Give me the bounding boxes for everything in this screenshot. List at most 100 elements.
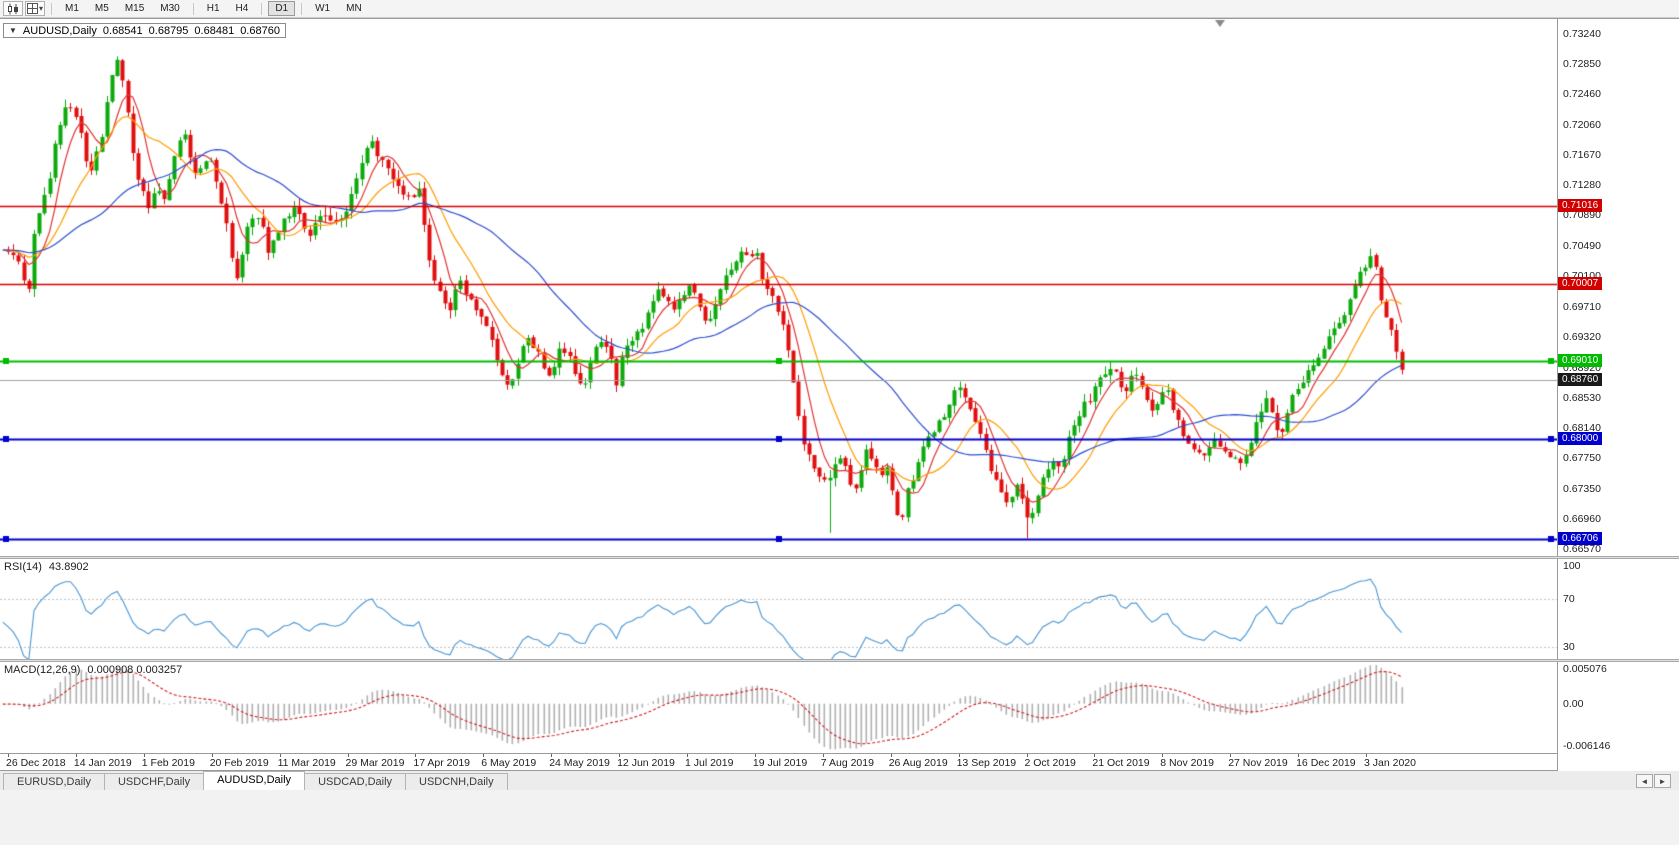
date-axis-label: 21 Oct 2019 [1092,757,1150,769]
chart-high-value: 0.68795 [148,24,189,37]
date-axis-label: 7 Aug 2019 [820,757,874,769]
price-axis-label: 0.68530 [1563,391,1601,404]
price-axis-label: 0.69320 [1563,330,1601,343]
date-axis-label: 13 Sep 2019 [956,757,1017,769]
price-axis-label: 0.70490 [1563,240,1601,253]
timeframe-button-m5[interactable]: M5 [94,3,109,14]
tab-usdcad-daily[interactable]: USDCAD,Daily [304,773,407,790]
date-axis-label: 14 Jan 2019 [73,757,132,769]
date-axis-label: 20 Feb 2019 [209,757,269,769]
date-axis-tick [483,754,484,757]
rsi-label: RSI(14) [4,561,42,573]
date-axis-tick [1027,754,1028,757]
timeframe-button-h4[interactable]: H4 [235,3,249,14]
expand-arrow-icon[interactable]: ▼ [9,26,17,35]
macd-values: 0.000908 0.003257 [87,664,183,676]
date-axis-label: 6 May 2019 [481,757,537,769]
rsi-value: 43.8902 [48,561,89,573]
date-axis-label: 17 Apr 2019 [413,757,471,769]
date-axis-tick [687,754,688,757]
price-level-tag: 0.66706 [1558,531,1603,545]
price-axis-label: 0.71670 [1563,149,1601,162]
rsi-indicator-label: RSI(14) 43.8902 [4,561,89,573]
timeframe-button-m1[interactable]: M1 [65,3,79,14]
macd-axis-label: -0.006146 [1563,740,1611,752]
timeframe-button-w1[interactable]: W1 [315,3,331,14]
tab-scroll-left-button[interactable]: ◄ [1636,774,1653,788]
price-axis-label: 0.72060 [1563,119,1601,132]
tab-audusd-daily[interactable]: AUDUSD,Daily [203,771,306,790]
price-axis-label: 0.67750 [1563,451,1601,464]
rsi-chart-canvas[interactable] [0,559,1557,659]
main-chart-canvas[interactable] [0,19,1557,556]
price-axis-label: 0.66960 [1563,512,1601,525]
date-axis-tick [1366,754,1367,757]
toolbar-separator [301,2,303,15]
price-axis[interactable]: 0.73240 0.72850 0.72460 0.72060 0.71670 0.712… [1557,19,1679,771]
date-axis-tick [1230,754,1231,757]
tab-usdcnh-daily[interactable]: USDCNH,Daily [405,773,508,790]
toolbar-separator [51,2,52,15]
macd-chart-canvas[interactable] [0,662,1557,753]
date-axis-label: 16 Dec 2019 [1296,757,1356,769]
top-toolbar: ▾ M1 M5 M15 M30 H1 H4 D1 W1 MN [0,0,1679,18]
date-axis-tick [755,754,756,757]
tab-scrollbar: ◄ ► [1636,774,1671,788]
price-axis-label: 0.66570 [1563,543,1601,556]
chart-symbol-label: AUDUSD,Daily [22,24,97,37]
chart-title: ▼ AUDUSD,Daily 0.68541 0.68795 0.68481 0… [3,23,286,38]
date-axis-tick [76,754,77,757]
date-axis-label: 26 Aug 2019 [888,757,948,769]
chart-close-value: 0.68760 [240,24,280,37]
date-axis-tick [823,754,824,757]
date-axis-tick [212,754,213,757]
price-axis-label: 0.70890 [1563,209,1601,222]
timeframe-button-m30[interactable]: M30 [160,3,180,14]
tab-usdchf-daily[interactable]: USDCHF,Daily [103,773,205,790]
macd-label: MACD(12,26,9) [4,664,81,676]
date-axis-label: 24 May 2019 [549,757,610,769]
price-axis-label: 0.71280 [1563,179,1601,192]
price-level-tag: 0.69010 [1558,353,1603,367]
date-axis-tick [415,754,416,757]
price-axis-label: 0.73240 [1563,27,1601,40]
tab-scroll-right-button[interactable]: ► [1654,774,1671,788]
price-level-tag: 0.68000 [1558,431,1603,445]
date-axis-tick [280,754,281,757]
date-axis-label: 11 Mar 2019 [277,757,336,769]
date-axis-label: 12 Jun 2019 [617,757,675,769]
chart-tab-bar: EURUSD,Daily USDCHF,Daily AUDUSD,Daily U… [0,770,1679,790]
panel-splitter[interactable] [0,659,1679,662]
panel-splitter[interactable] [0,556,1679,559]
rsi-axis-label: 70 [1563,592,1575,605]
chart-open-value: 0.68541 [102,24,143,37]
timeframe-button-mn[interactable]: MN [346,3,362,14]
tab-eurusd-daily[interactable]: EURUSD,Daily [3,773,105,790]
date-axis[interactable]: 26 Dec 2018 14 Jan 2019 1 Feb 2019 20 Feb 2… [0,753,1557,771]
date-axis-label: 27 Nov 2019 [1228,757,1288,769]
price-level-tag: 0.70007 [1558,276,1603,290]
date-axis-tick [348,754,349,757]
date-axis-tick [1298,754,1299,757]
date-axis-tick [1094,754,1095,757]
timeframe-button-m15[interactable]: M15 [124,3,145,14]
date-axis-label: 19 Jul 2019 [752,757,808,769]
candlestick-chart-icon [8,3,18,14]
date-axis-label: 3 Jan 2020 [1364,757,1416,769]
chart-grid-icon [26,3,38,14]
chart-type-button[interactable] [3,1,23,16]
date-axis-tick [144,754,145,757]
chart-template-button[interactable]: ▾ [25,1,45,16]
date-axis-label: 1 Feb 2019 [141,757,195,769]
timeframe-button-h1[interactable]: H1 [206,3,220,14]
date-axis-label: 29 Mar 2019 [345,757,405,769]
date-axis-tick [619,754,620,757]
date-axis-label: 1 Jul 2019 [685,757,734,769]
price-axis-label: 0.72460 [1563,88,1601,101]
price-level-tag: 0.71016 [1558,198,1603,212]
toolbar-separator [192,2,194,15]
price-axis-label: 0.69710 [1563,300,1601,313]
date-axis-label: 2 Oct 2019 [1024,757,1076,769]
timeframe-button-d1[interactable]: D1 [268,1,296,16]
dropdown-arrow-icon: ▾ [38,3,43,13]
